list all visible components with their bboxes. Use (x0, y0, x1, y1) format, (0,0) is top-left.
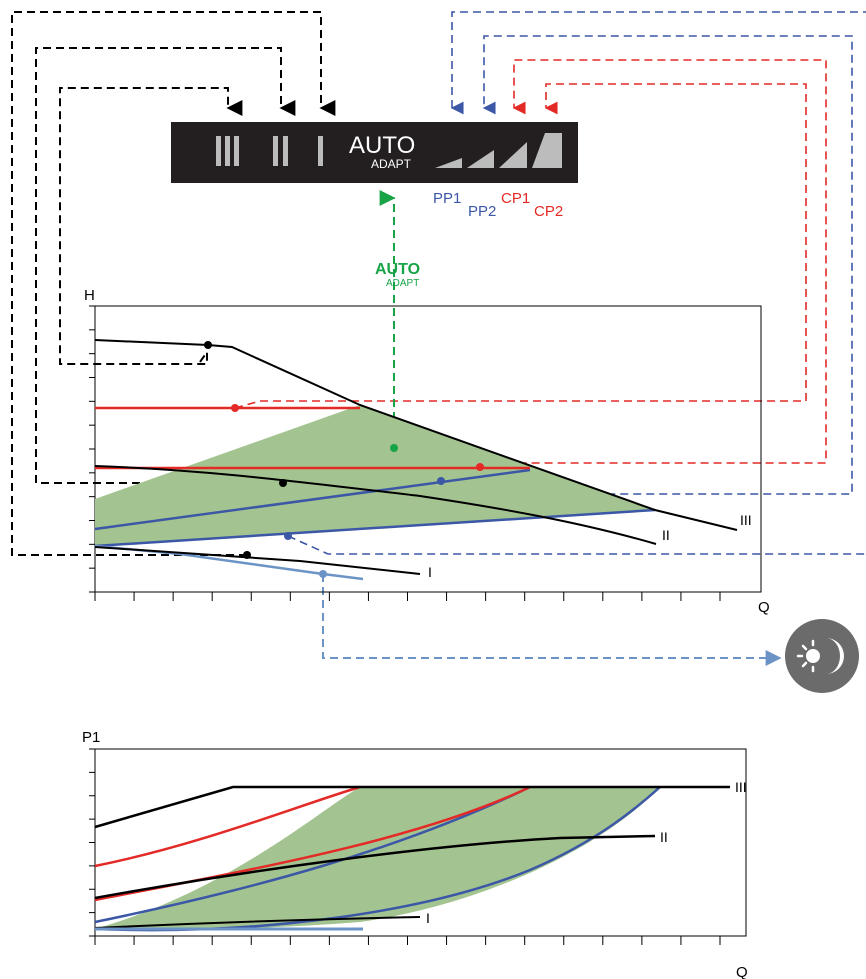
cp2-power-curve (94, 785, 361, 868)
adapt-label: ADAPT (386, 278, 419, 289)
auto-adapt-point (390, 444, 398, 452)
bottom-chart: P1 Q III II I (82, 729, 748, 979)
speed-III-icon[interactable] (216, 136, 239, 166)
connector-pp2 (440, 35, 853, 495)
auto-button-label[interactable]: AUTO (349, 132, 415, 159)
bottom-chart-y-label: P1 (82, 729, 100, 746)
connector-speed-III (59, 87, 243, 365)
top-chart: H Q III II I (84, 287, 770, 616)
connector-cp1 (479, 59, 827, 468)
adapt-button-label[interactable]: ADAPT (371, 157, 412, 171)
pp2-curve (94, 468, 531, 531)
top-curve-label-I: I (428, 564, 432, 580)
sun-moon-icon[interactable] (785, 619, 859, 693)
top-curve-label-III: III (740, 512, 752, 528)
cp2-wedge-icon[interactable] (532, 133, 562, 168)
speed-I-curve (94, 546, 421, 575)
bottom-chart-x-label: Q (736, 964, 748, 979)
bottom-chart-green-area (95, 787, 660, 930)
bottom-curve-label-III: III (735, 779, 747, 795)
auto-label: AUTO (375, 261, 420, 278)
night-point (319, 570, 327, 578)
pp2-wedge-icon[interactable] (467, 150, 494, 168)
connector-pp1 (287, 535, 866, 555)
connector-cp2 (234, 83, 807, 409)
speed-II-point (279, 479, 287, 487)
speed-I-power-curve (94, 916, 421, 929)
speed-III-power-curve (94, 785, 730, 829)
cp1-label: CP1 (501, 190, 530, 207)
cp1-point (476, 463, 484, 471)
top-chart-y-label: H (84, 287, 95, 304)
pp1-curve (94, 508, 656, 548)
pp1-wedge-icon[interactable] (435, 158, 462, 168)
bottom-chart-ticks (89, 748, 721, 945)
connector-pp1-up (450, 11, 866, 115)
bottom-curve-label-I: I (426, 910, 430, 926)
speed-I-icon[interactable] (318, 136, 323, 166)
speed-III-point (204, 341, 212, 349)
pp1-point (284, 532, 292, 540)
control-panel: AUTO ADAPT (171, 122, 578, 183)
cp1-wedge-icon[interactable] (499, 142, 527, 168)
top-curve-label-II: II (662, 527, 670, 543)
speed-II-icon[interactable] (273, 136, 288, 166)
pp1-label: PP1 (433, 190, 461, 207)
connector-night-mode (322, 574, 782, 666)
speed-connectors (11, 11, 336, 556)
top-chart-ticks (89, 305, 721, 601)
constant-connectors (234, 59, 827, 468)
connector-speed-I (11, 11, 336, 556)
cp2-point (231, 404, 239, 412)
top-chart-x-label: Q (758, 599, 770, 616)
speed-II-curve (94, 465, 657, 545)
speed-II-power-curve (94, 834, 656, 900)
bottom-curve-label-II: II (660, 829, 668, 845)
speed-I-point (243, 551, 251, 559)
cp2-label: CP2 (534, 203, 563, 220)
speed-III-curve (94, 339, 738, 531)
pp2-point (437, 477, 445, 485)
connector-speed-II (35, 47, 296, 484)
top-chart-green-area (95, 405, 655, 546)
pp2-label: PP2 (468, 203, 496, 220)
pp2-power-curve (94, 785, 531, 924)
